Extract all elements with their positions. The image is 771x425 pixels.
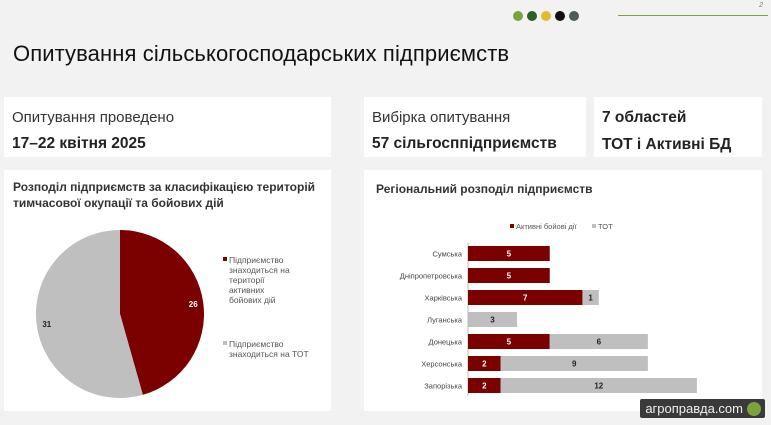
- pie-slice: [120, 230, 204, 395]
- pie-value-label: 26: [189, 300, 198, 309]
- legend-marker-active-bar: [510, 224, 514, 228]
- bar-value-label: 6: [597, 338, 602, 347]
- bar-value-label: 7: [523, 294, 528, 303]
- survey-dates-value: 17–22 квітня 2025: [12, 135, 146, 152]
- decorative-dots: [513, 11, 579, 21]
- dot: [541, 11, 551, 21]
- bar-value-label: 2: [482, 382, 487, 391]
- legend-label-tot-bar: ТОТ: [598, 222, 613, 231]
- bar-value-label: 2: [482, 360, 487, 369]
- watermark-text: агроправда.com: [645, 401, 743, 416]
- dot: [527, 11, 537, 21]
- regions-card: 7 областей ТОТ і Активні БД: [594, 97, 762, 157]
- watermark: агроправда.com: [640, 399, 765, 418]
- regions-value: ТОТ і Активні БД: [602, 136, 732, 153]
- bar-segment: [500, 356, 648, 371]
- sample-label: Вибірка опитування: [372, 109, 511, 126]
- category-label: Дніпропетровська: [400, 272, 463, 281]
- bar-segment: [582, 290, 599, 305]
- category-label: Сумська: [432, 250, 462, 259]
- watermark-logo-icon: [747, 402, 761, 416]
- dot: [569, 11, 579, 21]
- pie-chart-card: Розподіл підприємств за класифікацією те…: [4, 170, 331, 411]
- bar-chart-title: Регіональний розподіл підприємств: [376, 182, 593, 196]
- bar-value-label: 3: [490, 316, 495, 325]
- bar-chart-card: Регіональний розподіл підприємств Активн…: [364, 170, 762, 411]
- page-title: Опитування сільськогосподарських підприє…: [13, 41, 510, 66]
- legend-label-active-bar: Активні бойові дії: [516, 222, 577, 231]
- sample-value: 57 сільгосппідприємств: [372, 135, 557, 152]
- page-number: 2: [759, 2, 763, 9]
- bar-segment: [468, 334, 550, 349]
- regions-label: 7 областей: [602, 109, 687, 126]
- category-label: Донецька: [429, 338, 463, 347]
- bar-value-label: 5: [507, 338, 512, 347]
- survey-dates-label: Опитування проведено: [12, 109, 175, 126]
- bar-segment: [468, 312, 518, 327]
- survey-dates-card: Опитування проведено 17–22 квітня 2025: [4, 97, 331, 157]
- bar-value-label: 12: [594, 382, 603, 391]
- category-label: Луганська: [427, 316, 463, 325]
- category-label: Запорізька: [424, 382, 463, 391]
- bar-value-label: 5: [507, 250, 512, 259]
- pie-chart-title: Розподіл підприємств за класифікацією те…: [13, 180, 316, 210]
- bar-value-label: 5: [507, 272, 512, 281]
- legend-marker-tot-bar: [592, 224, 596, 228]
- bar-segment: [468, 290, 583, 305]
- bar-segment: [549, 334, 648, 349]
- bar-segment: [468, 268, 550, 283]
- pie-slice: [35, 230, 143, 398]
- bar-value-label: 1: [588, 294, 593, 303]
- bar-segment: [500, 378, 697, 393]
- category-label: Херсонська: [421, 360, 463, 369]
- bar-chart: Сумська 5 Дніпропетровська 5 Харківська 7 1 Луг…: [400, 243, 697, 396]
- pie-chart: 26 31: [35, 230, 204, 398]
- pie-value-label: 31: [42, 320, 51, 329]
- bar-segment: [468, 246, 550, 261]
- bar-segment: [468, 356, 501, 371]
- sample-card: Вибірка опитування 57 сільгосппідприємст…: [364, 97, 586, 157]
- legend-marker-active: [223, 257, 227, 261]
- dot: [513, 11, 523, 21]
- legend-label-tot: Підприємство знаходиться на ТОТ: [229, 339, 309, 359]
- bar-value-label: 9: [572, 360, 577, 369]
- legend-label-active: Підприємство знаходиться на території ак…: [229, 255, 290, 305]
- dot: [555, 11, 565, 21]
- decorative-line: [618, 15, 768, 16]
- bar-segment: [468, 378, 501, 393]
- legend-marker-tot: [223, 341, 227, 345]
- category-label: Харківська: [425, 294, 463, 303]
